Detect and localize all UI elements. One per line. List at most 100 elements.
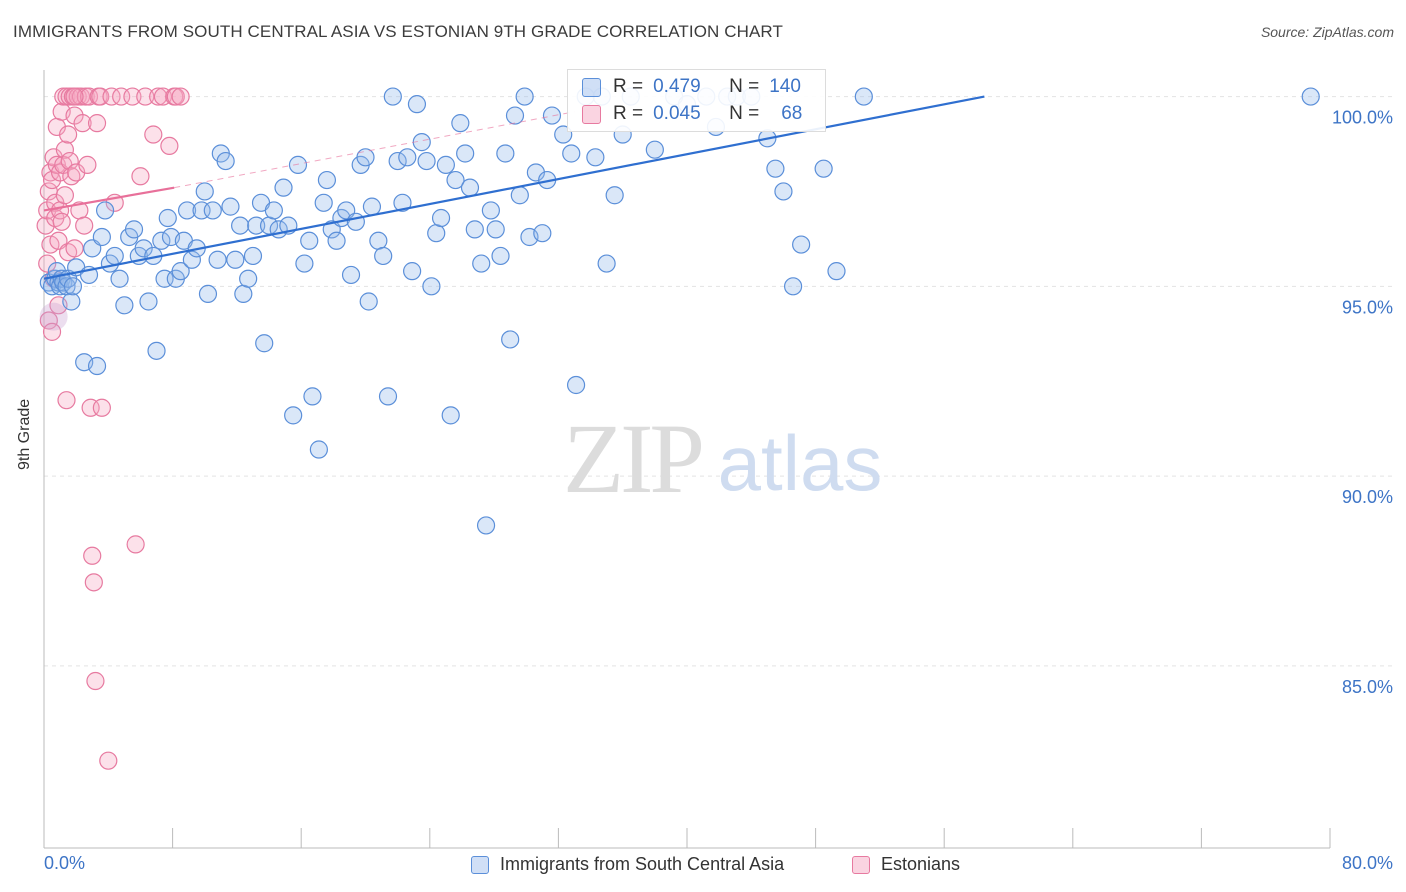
source-credit: Source: ZipAtlas.com: [1260, 24, 1394, 40]
data-point: [359, 292, 378, 311]
n-value: 68: [781, 103, 803, 124]
data-point: [533, 224, 552, 243]
data-point: [115, 296, 134, 315]
data-point: [403, 262, 422, 281]
data-point: [309, 440, 328, 459]
data-point: [586, 148, 605, 167]
trend-line-south-central-asia: [43, 95, 985, 280]
legend-item-estonians: Estonians: [852, 854, 960, 875]
x-tick-label-max: 80.0%: [1341, 853, 1393, 873]
n-value: 140: [769, 76, 801, 97]
data-point: [247, 216, 266, 235]
r-value: 0.479: [653, 76, 701, 97]
data-point: [39, 311, 58, 330]
watermark: ZIP atlas: [563, 403, 882, 514]
chart-legend: Immigrants from South Central Asia Eston…: [0, 850, 1406, 880]
data-point: [95, 201, 115, 220]
axes: [43, 70, 1331, 849]
legend-label: Immigrants from South Central Asia: [500, 854, 785, 874]
data-point: [562, 144, 581, 163]
data-point: [171, 87, 190, 106]
stat-row-pink: R = 0.045 N = 68: [582, 103, 802, 125]
data-point: [136, 87, 155, 106]
data-point: [160, 136, 179, 156]
y-tick-label: 100.0%: [1332, 108, 1393, 128]
data-point: [369, 231, 388, 250]
data-point: [87, 356, 107, 376]
data-point: [231, 216, 250, 235]
n-label: N =: [729, 103, 760, 124]
data-point: [486, 220, 505, 239]
gridlines: [44, 96, 1392, 667]
data-point: [38, 254, 57, 273]
data-point: [139, 292, 158, 311]
data-point: [274, 178, 293, 197]
data-point: [827, 262, 846, 281]
data-point: [152, 231, 171, 250]
data-point: [362, 197, 382, 216]
data-point: [57, 391, 76, 410]
data-point: [1301, 87, 1320, 106]
data-point: [288, 155, 308, 174]
data-point: [73, 114, 92, 133]
data-point: [505, 106, 525, 125]
trend-line-estonians: [43, 186, 175, 212]
data-point: [441, 406, 460, 425]
data-point: [105, 246, 124, 266]
data-point: [149, 87, 168, 106]
pink-swatch: [582, 104, 601, 124]
data-point: [102, 87, 121, 106]
data-point: [87, 114, 107, 133]
data-point: [59, 125, 78, 144]
data-point: [284, 406, 303, 425]
data-point: [491, 246, 510, 266]
data-point: [317, 170, 337, 190]
watermark-zip: ZIP: [563, 403, 701, 514]
data-point: [496, 144, 515, 163]
data-point: [65, 87, 84, 106]
data-point: [123, 87, 142, 106]
data-point: [398, 148, 417, 167]
data-point: [341, 265, 361, 285]
data-point: [134, 239, 153, 258]
data-point: [208, 250, 227, 269]
data-point: [446, 170, 465, 190]
data-point: [75, 216, 94, 235]
data-point: [327, 231, 346, 250]
data-point: [295, 254, 314, 273]
data-point: [481, 201, 500, 220]
data-point: [501, 330, 520, 349]
legend-swatch-pink: [852, 855, 870, 874]
data-point: [234, 284, 253, 304]
data-point: [597, 254, 616, 273]
x-tick-label-min: 0.0%: [44, 853, 86, 873]
data-point: [63, 277, 83, 296]
data-point: [515, 87, 534, 106]
data-point: [451, 114, 470, 133]
data-point: [476, 516, 496, 535]
data-point: [255, 334, 274, 353]
data-point: [378, 387, 398, 406]
data-point: [216, 151, 235, 171]
data-point: [314, 193, 333, 212]
data-point: [264, 201, 283, 220]
data-point: [814, 159, 833, 178]
legend-item-south-central-asia: Immigrants from South Central Asia: [471, 854, 784, 875]
data-point: [792, 235, 811, 254]
y-tick-label: 95.0%: [1342, 297, 1393, 317]
data-point: [221, 197, 240, 216]
watermark-atlas: atlas: [718, 419, 883, 507]
data-point: [436, 155, 455, 174]
data-point: [60, 151, 79, 171]
data-point: [83, 546, 102, 565]
data-point: [144, 125, 163, 144]
chart-title: IMMIGRANTS FROM SOUTH CENTRAL ASIA VS ES…: [13, 22, 783, 41]
data-point: [195, 182, 214, 201]
data-point: [42, 322, 62, 341]
data-point: [147, 341, 166, 360]
trend-lines: [43, 95, 985, 280]
estonians-points: [36, 87, 190, 770]
data-point: [393, 193, 412, 212]
data-point: [854, 87, 873, 106]
